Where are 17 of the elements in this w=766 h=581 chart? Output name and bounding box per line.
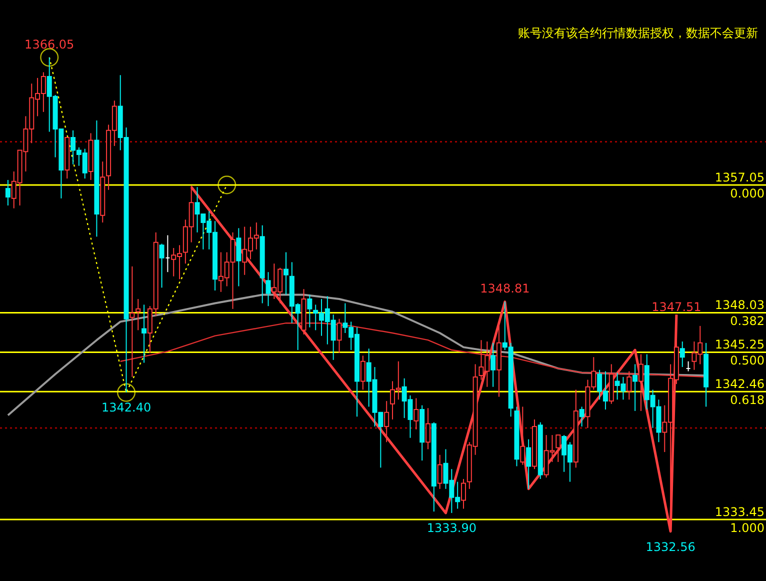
annotation: 1348.81 (480, 282, 530, 296)
y-tick-label: 1348.03 (714, 298, 764, 312)
y2-tick-label: 1.000 (730, 520, 764, 535)
annotation: 1347.51 (652, 300, 702, 314)
y2-tick-label: 0.618 (730, 393, 764, 408)
y-tick-label: 1357.05 (714, 170, 764, 184)
annotation: 1366.05 (24, 37, 74, 52)
y2-tick-label: 0.000 (730, 186, 764, 200)
annotation: 1333.90 (426, 520, 476, 535)
y-tick-label: 1342.46 (714, 377, 764, 392)
y-tick-label: 1333.45 (714, 504, 764, 519)
annotation: 账号没有该合约行情数据授权，数据不会更新 (518, 26, 758, 40)
y2-tick-label: 0.500 (730, 354, 764, 368)
annotation: 1342.40 (101, 400, 152, 415)
y-tick-label: 1345.25 (714, 338, 764, 352)
y2-tick-label: 0.382 (730, 314, 764, 328)
annotation: 1332.56 (646, 540, 696, 554)
